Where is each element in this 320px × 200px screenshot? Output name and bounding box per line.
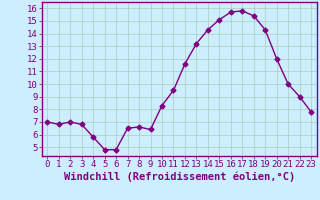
X-axis label: Windchill (Refroidissement éolien,°C): Windchill (Refroidissement éolien,°C) bbox=[64, 172, 295, 182]
